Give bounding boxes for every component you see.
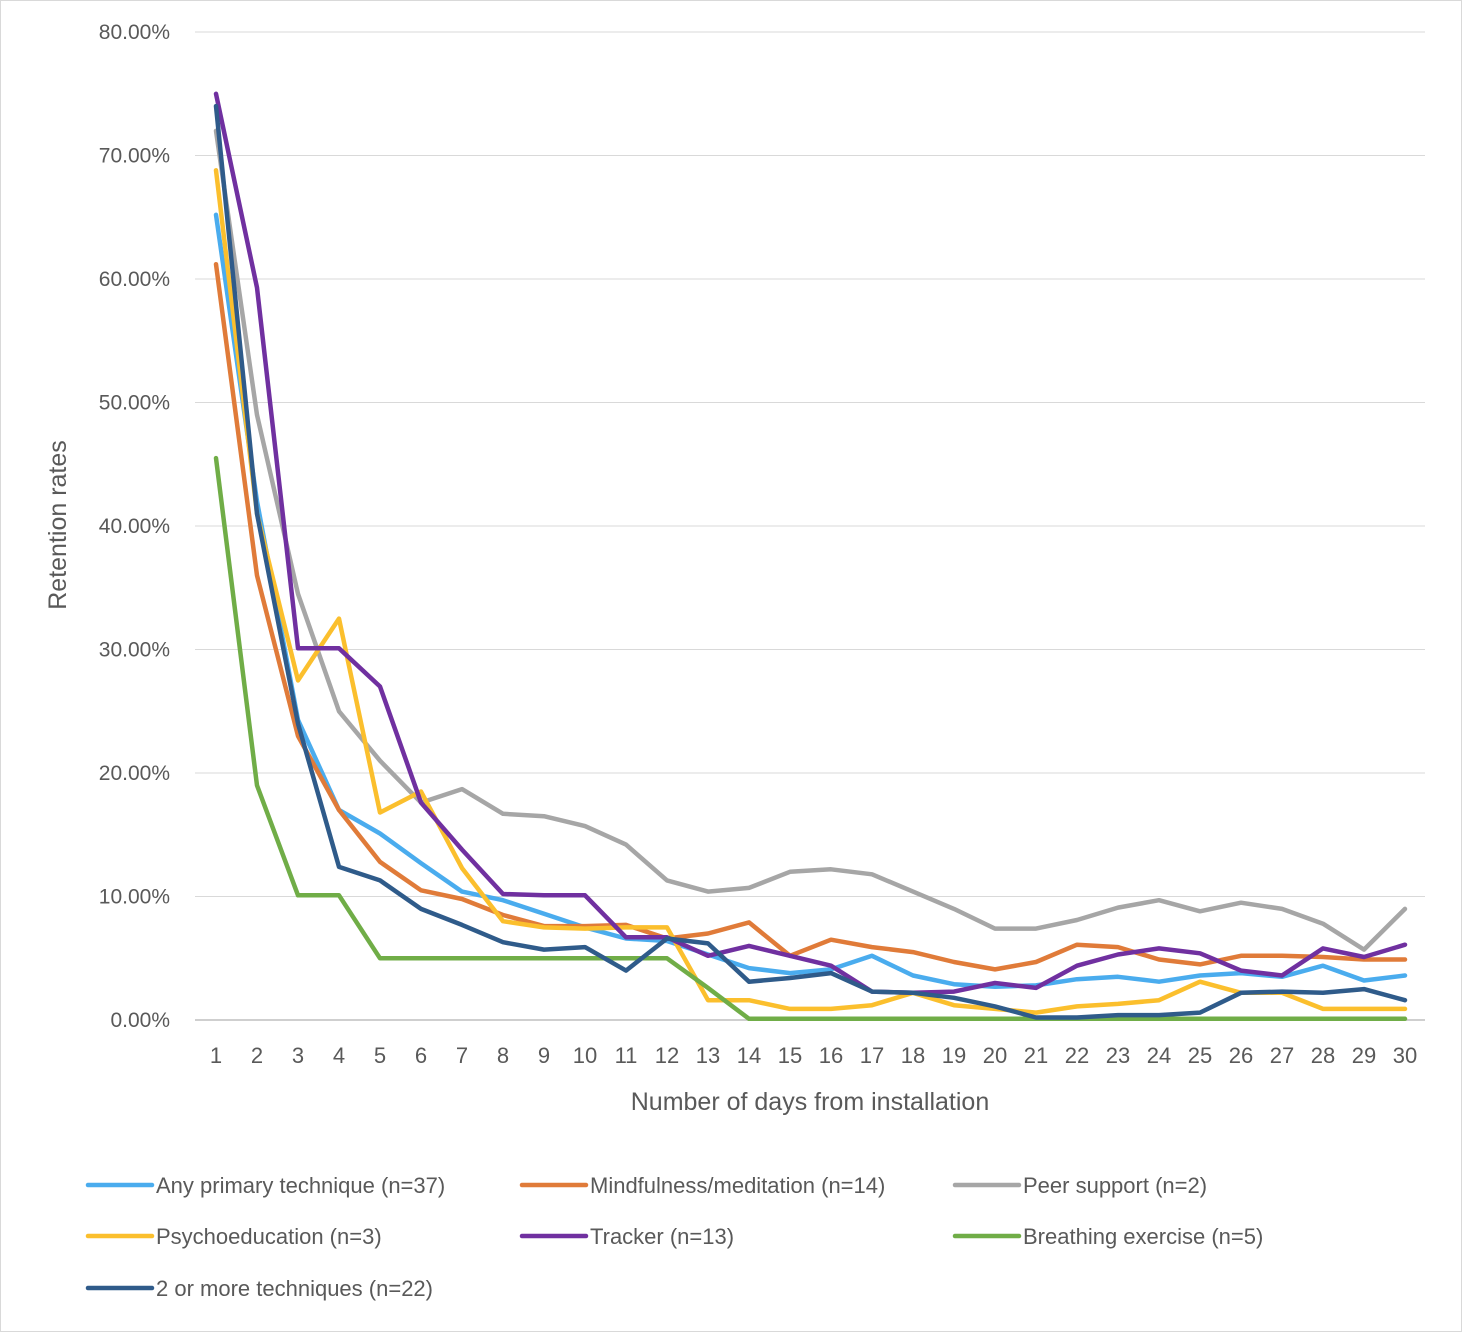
legend-item: Psychoeducation (n=3) xyxy=(85,1224,382,1249)
legend-label: 2 or more techniques (n=22) xyxy=(156,1276,433,1301)
series-line-5 xyxy=(213,91,1408,996)
x-tick-label: 24 xyxy=(1147,1043,1171,1068)
x-tick-label: 3 xyxy=(292,1043,304,1068)
x-tick-label: 17 xyxy=(860,1043,884,1068)
legend-item: Mindfulness/meditation (n=14) xyxy=(519,1173,885,1198)
y-tick-label: 70.00% xyxy=(99,145,170,168)
x-tick-label: 26 xyxy=(1229,1043,1253,1068)
x-tick-label: 1 xyxy=(210,1043,222,1068)
y-axis-title: Retention rates xyxy=(44,440,72,610)
legend-label: Mindfulness/meditation (n=14) xyxy=(590,1173,885,1198)
x-tick-label: 20 xyxy=(983,1043,1007,1068)
series-line-4 xyxy=(213,168,1408,1015)
y-tick-label: 40.00% xyxy=(99,515,170,538)
x-tick-label: 2 xyxy=(251,1043,263,1068)
x-tick-label: 7 xyxy=(456,1043,468,1068)
x-tick-label: 23 xyxy=(1106,1043,1130,1068)
y-tick-label: 50.00% xyxy=(99,392,170,415)
y-tick-label: 80.00% xyxy=(99,21,170,44)
legend-label: Any primary technique (n=37) xyxy=(156,1173,445,1198)
x-tick-label: 10 xyxy=(573,1043,597,1068)
series-lines xyxy=(213,91,1408,1022)
legend-label: Peer support (n=2) xyxy=(1023,1173,1207,1198)
x-tick-label: 30 xyxy=(1393,1043,1417,1068)
series-line-6 xyxy=(213,455,1408,1022)
y-tick-label: 10.00% xyxy=(99,886,170,909)
x-tick-label: 8 xyxy=(497,1043,509,1068)
x-axis-ticks: 1 2 3 4 5 6 7 8 9 10 11 12 13 14 15 16 17 18 19 20 21 22 23 24 2… xyxy=(210,1043,1417,1068)
x-tick-label: 14 xyxy=(737,1043,761,1068)
y-tick-label: 30.00% xyxy=(99,639,170,662)
x-tick-label: 25 xyxy=(1188,1043,1212,1068)
legend: Any primary technique (n=37) Mindfulness/… xyxy=(85,1173,1263,1301)
legend-item: Breathing exercise (n=5) xyxy=(952,1224,1263,1249)
x-tick-label: 16 xyxy=(819,1043,843,1068)
x-tick-label: 4 xyxy=(333,1043,345,1068)
series-line-2 xyxy=(213,261,1408,972)
series-line-7 xyxy=(213,103,1408,1020)
y-axis-ticks: 0.00% 10.00% 20.00% 30.00% 40.00% 50.00% 60.00… xyxy=(99,21,170,1032)
legend-label: Tracker (n=13) xyxy=(590,1224,734,1249)
y-tick-label: 60.00% xyxy=(99,268,170,291)
x-tick-label: 11 xyxy=(615,1043,638,1068)
y-tick-label: 0.00% xyxy=(110,1009,170,1032)
x-tick-label: 9 xyxy=(538,1043,550,1068)
x-tick-label: 29 xyxy=(1352,1043,1376,1068)
series-line-3 xyxy=(213,128,1408,952)
x-tick-label: 13 xyxy=(696,1043,720,1068)
x-tick-label: 5 xyxy=(374,1043,386,1068)
x-tick-label: 18 xyxy=(901,1043,925,1068)
x-tick-label: 27 xyxy=(1270,1043,1294,1068)
legend-item: Peer support (n=2) xyxy=(952,1173,1207,1198)
series-line-1 xyxy=(213,212,1408,989)
x-tick-label: 19 xyxy=(942,1043,966,1068)
x-tick-label: 28 xyxy=(1311,1043,1335,1068)
legend-label: Breathing exercise (n=5) xyxy=(1023,1224,1263,1249)
y-tick-label: 20.00% xyxy=(99,762,170,785)
legend-item: Tracker (n=13) xyxy=(519,1224,734,1249)
x-tick-label: 15 xyxy=(778,1043,802,1068)
legend-item: 2 or more techniques (n=22) xyxy=(85,1276,433,1301)
x-tick-label: 21 xyxy=(1024,1043,1048,1068)
x-tick-label: 6 xyxy=(415,1043,427,1068)
legend-item: Any primary technique (n=37) xyxy=(85,1173,445,1198)
x-tick-label: 22 xyxy=(1065,1043,1089,1068)
legend-label: Psychoeducation (n=3) xyxy=(156,1224,382,1249)
x-tick-label: 12 xyxy=(655,1043,679,1068)
x-axis-title: Number of days from installation xyxy=(631,1088,989,1116)
